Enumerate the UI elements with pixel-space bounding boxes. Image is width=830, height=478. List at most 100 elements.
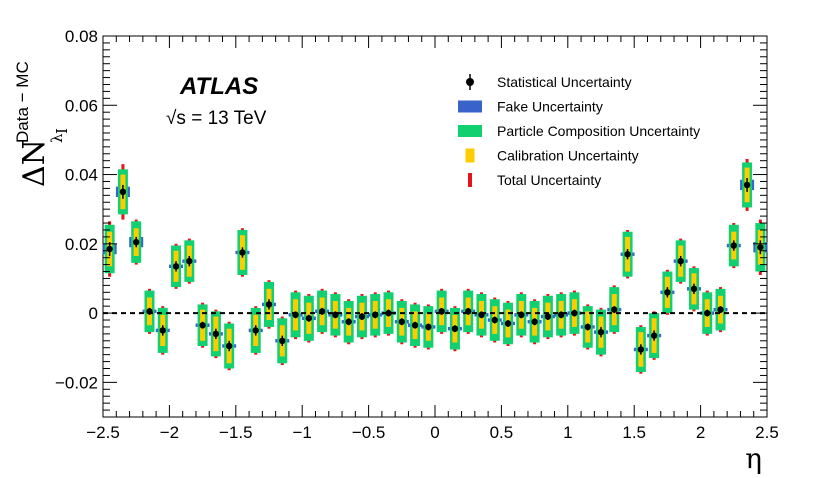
data-point-group (580, 304, 595, 350)
data-marker (584, 323, 591, 331)
x-tick-label: 0.5 (490, 423, 514, 442)
data-marker (730, 242, 737, 249)
data-point-group (713, 287, 728, 333)
data-point-group (434, 288, 449, 334)
data-point-group (447, 306, 462, 352)
y-tick-label: 0.02 (65, 235, 98, 254)
data-point-group (328, 292, 343, 338)
legend-label: Total Uncertainty (497, 172, 601, 188)
data-point-group (394, 299, 409, 345)
data-point-group (620, 229, 635, 279)
data-point-group (501, 300, 516, 346)
y-tick-label: 0 (89, 304, 98, 323)
x-tick-label: 2.5 (755, 423, 779, 442)
data-point-group (129, 219, 144, 265)
data-marker (265, 301, 273, 308)
data-marker (677, 257, 684, 265)
axis-ticks (102, 35, 768, 418)
data-point-group (341, 299, 356, 345)
data-point-group (222, 321, 237, 371)
data-point-group (102, 221, 117, 277)
data-marker (345, 318, 352, 325)
x-tick-label: 1.5 (622, 423, 646, 442)
data-marker (106, 245, 113, 253)
data-point-group (408, 302, 423, 348)
legend-swatch (465, 148, 475, 163)
data-marker (624, 251, 631, 258)
legend-entry: Total Uncertainty (468, 172, 601, 188)
legend-entry: Calibration Uncertainty (465, 148, 639, 164)
data-marker (358, 313, 366, 320)
data-point-group (607, 285, 622, 334)
data-marker (757, 244, 764, 251)
data-point-group (421, 304, 436, 350)
data-point-group (686, 266, 701, 312)
data-point-group (301, 294, 316, 343)
y-tick-label: 0.08 (65, 27, 98, 46)
data-marker (398, 318, 405, 325)
x-tick-label: −1.5 (219, 423, 253, 442)
data-point-group (487, 297, 502, 343)
data-point-group (235, 228, 250, 277)
y-tick-label: −0.02 (55, 373, 98, 392)
data-marker (611, 306, 618, 313)
data-marker (425, 323, 432, 331)
x-axis-label: η (745, 442, 762, 475)
legend-entry: Fake Uncertainty (458, 99, 603, 115)
data-marker (650, 332, 658, 339)
legend-label: Calibration Uncertainty (497, 148, 639, 164)
y-axis-label-main: ΔN (17, 139, 52, 187)
data-marker (159, 327, 166, 334)
x-tick-label: 2 (696, 423, 705, 442)
data-point-group (288, 290, 303, 340)
data-point-group (155, 306, 170, 355)
data-point-group (315, 288, 330, 334)
legend-swatch (468, 173, 472, 187)
data-point-group (740, 158, 755, 211)
data-layer (102, 158, 768, 374)
data-marker (743, 181, 751, 189)
data-marker (199, 322, 206, 329)
data-marker (544, 313, 552, 320)
data-marker (119, 188, 127, 196)
data-marker (597, 328, 605, 336)
data-marker (717, 306, 724, 313)
y-tick-label: 0.06 (65, 96, 98, 115)
data-marker (385, 309, 392, 317)
data-point-group (142, 288, 157, 334)
data-point-group (527, 299, 542, 345)
data-point-group (182, 238, 197, 284)
x-tick-label: −2 (160, 423, 179, 442)
data-marker (491, 316, 498, 324)
legend-entry: Statistical Uncertainty (466, 74, 632, 90)
data-point-group (514, 292, 529, 338)
data-marker (172, 263, 180, 270)
data-point-group (262, 280, 276, 329)
data-marker (637, 346, 645, 353)
data-point-group (660, 269, 675, 315)
energy-label: √s = 13 TeV (166, 108, 267, 129)
legend-swatch (458, 100, 482, 113)
data-point-group (673, 238, 688, 284)
data-point-group (554, 292, 569, 338)
data-point-group (726, 223, 741, 269)
legend-swatch (458, 125, 482, 137)
data-marker (531, 318, 538, 325)
x-tick-label: 1 (563, 423, 572, 442)
axis-tick-labels: −2.5 −2 −1.5 −1 −0.5 0 0.5 1 1.5 2 2.5 −0.02 0 0.02 0.… (55, 27, 779, 442)
data-point-group (633, 325, 648, 374)
data-marker (411, 322, 419, 329)
data-marker (332, 311, 339, 319)
x-tick-label: −2.5 (86, 423, 120, 442)
data-point-group (195, 302, 210, 348)
data-marker (212, 330, 220, 338)
y-axis-label: ΔN Data − MC λ I (13, 61, 71, 187)
data-point-group (368, 292, 383, 338)
data-marker (690, 285, 698, 293)
data-marker (664, 289, 671, 296)
legend-label: Statistical Uncertainty (497, 74, 632, 90)
data-point-group (354, 294, 369, 340)
data-point-group (115, 164, 130, 220)
experiment-label: ATLAS (179, 73, 258, 100)
